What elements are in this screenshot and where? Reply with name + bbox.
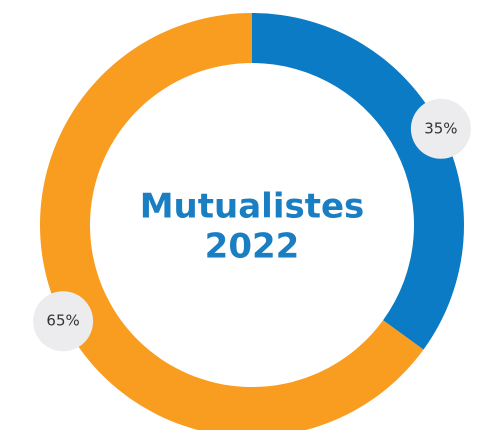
value-label: 35%	[424, 119, 457, 137]
value-labels: 35% 65%	[33, 98, 471, 352]
chart-title-line: Mutualistes	[140, 187, 365, 227]
donut-slice	[40, 13, 424, 430]
chart-title-line: 2022	[205, 227, 300, 267]
donut-slice	[252, 13, 464, 350]
value-label: 65%	[46, 312, 79, 330]
value-label-background	[410, 98, 471, 159]
value-label-background	[33, 291, 94, 352]
donut	[40, 13, 464, 430]
